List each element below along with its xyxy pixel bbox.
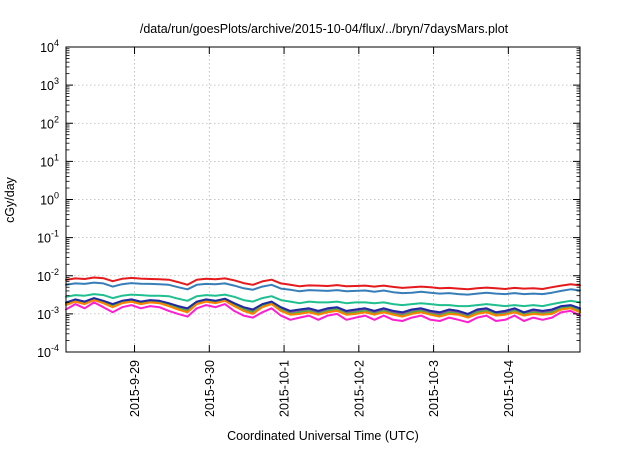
y-tick-label: 101 <box>40 152 59 169</box>
series-line-7 <box>65 297 581 315</box>
y-axis-label: cGy/day <box>3 176 17 223</box>
y-tick-label: 102 <box>40 114 59 131</box>
axes: 10-4 10-3 10-2 10-1 100 101 102 103 104 2015-9-29… <box>37 38 580 417</box>
x-tick-label: 2015-10-2 <box>352 360 366 417</box>
y-tick-label: 10-2 <box>37 267 59 284</box>
y-tick-label: 10-3 <box>37 305 59 322</box>
y-tick-label: 104 <box>40 38 59 55</box>
y-tick-label: 103 <box>40 76 59 93</box>
x-tick-label: 2015-9-29 <box>128 360 142 417</box>
x-tick-label: 2015-9-30 <box>203 360 217 417</box>
y-tick-label: 10-1 <box>37 229 59 246</box>
x-tick-label: 2015-10-4 <box>502 360 516 417</box>
x-axis-label: Coordinated Universal Time (UTC) <box>227 429 419 443</box>
series-line-3 <box>65 293 581 308</box>
chart-title: /data/run/goesPlots/archive/2015-10-04/f… <box>140 22 509 36</box>
y-tick-label: 100 <box>40 191 59 208</box>
series-line-8 <box>65 301 581 324</box>
x-tick-label: 2015-10-3 <box>427 360 441 417</box>
series-line-2 <box>65 281 581 296</box>
x-tick-label: 2015-10-1 <box>278 360 292 417</box>
series-line-1 <box>65 276 581 291</box>
series-line-6 <box>65 299 581 319</box>
y-tick-label: 10-4 <box>37 343 59 360</box>
grid <box>66 47 580 352</box>
series-layer <box>65 276 581 324</box>
